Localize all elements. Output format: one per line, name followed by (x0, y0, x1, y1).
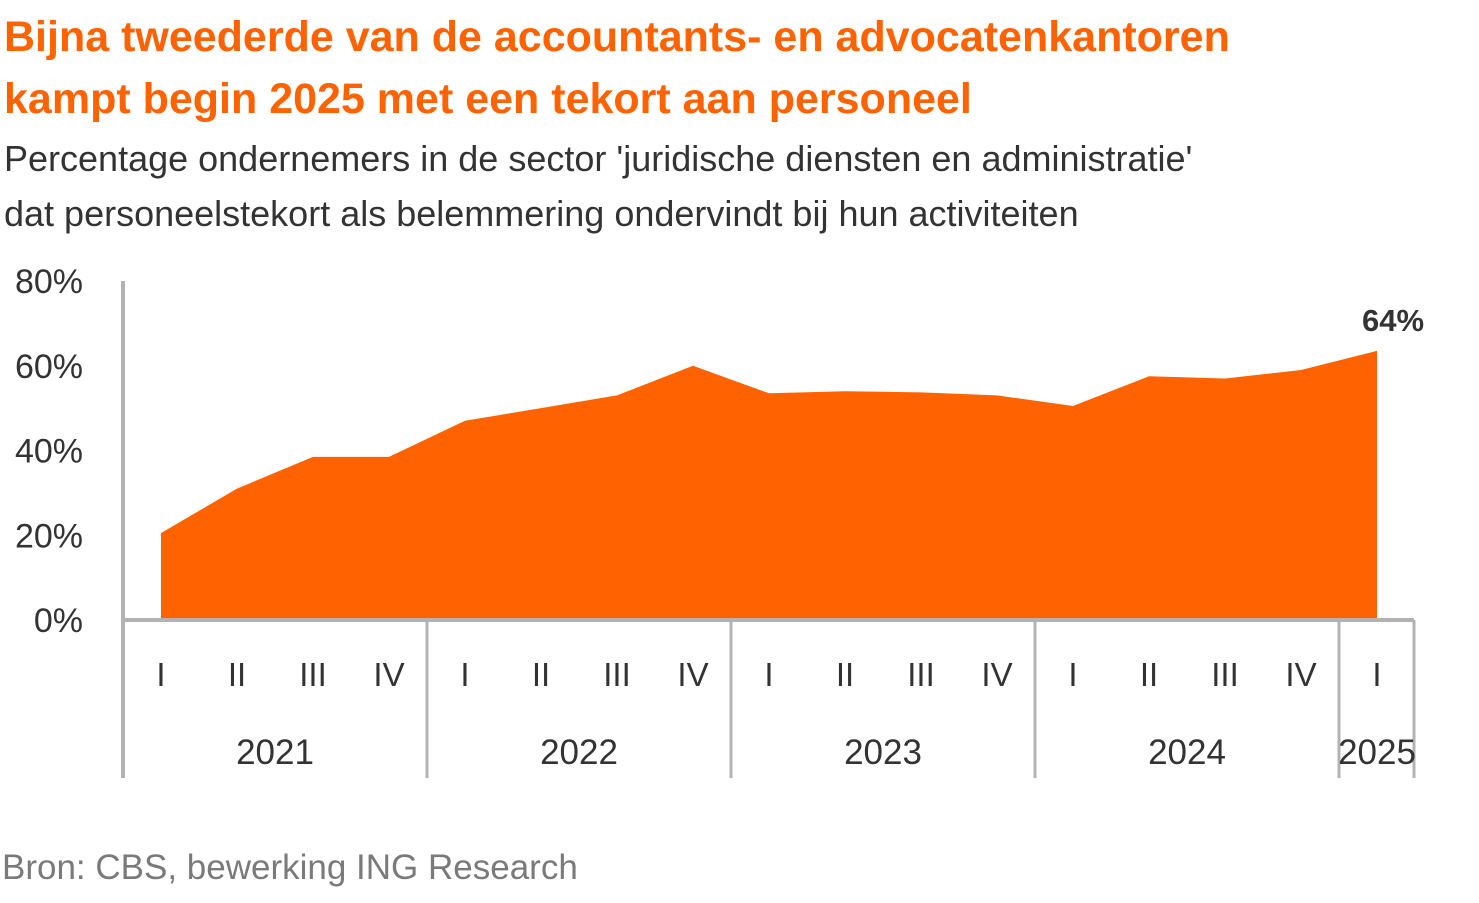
quarter-label: III (1211, 656, 1239, 693)
axes (121, 281, 1416, 778)
year-label: 2021 (236, 733, 314, 772)
year-label: 2023 (844, 733, 922, 772)
quarter-label: IV (373, 656, 404, 693)
x-axis-quarter-labels: I II III IV I II III IV I II III IV I II III IV I (156, 656, 1381, 693)
y-tick-label: 80% (15, 263, 83, 301)
quarter-label: I (1068, 656, 1077, 693)
x-axis-year-labels: 2021 2022 2023 2024 2025 (236, 733, 1416, 772)
year-label: 2022 (540, 733, 618, 772)
chart-title-line-2: kampt begin 2025 met een tekort aan pers… (4, 75, 972, 123)
chart-title-line-1: Bijna tweederde van de accountants- en a… (4, 13, 1230, 61)
quarter-label: II (228, 656, 246, 693)
y-tick-label: 60% (15, 348, 83, 386)
quarter-label: I (1372, 656, 1381, 693)
chart-subtitle: Percentage ondernemers in de sector 'jur… (4, 131, 1474, 241)
area-layer (161, 350, 1377, 620)
quarter-label: I (764, 656, 773, 693)
chart-subtitle-line-1: Percentage ondernemers in de sector 'jur… (4, 138, 1193, 179)
area-series (161, 350, 1377, 620)
quarter-label: II (836, 656, 854, 693)
chart-subtitle-line-2: dat personeelstekort als belemmering ond… (4, 193, 1079, 234)
y-axis-ticks: 0% 20% 40% 60% 80% (15, 263, 83, 640)
source-note: Bron: CBS, bewerking ING Research (2, 848, 578, 887)
y-tick-label: 40% (15, 433, 83, 471)
y-tick-label: 0% (34, 602, 83, 640)
chart-title: Bijna tweederde van de accountants- en a… (4, 6, 1474, 130)
annotations: 64% (1362, 303, 1424, 338)
quarter-label: I (156, 656, 165, 693)
quarter-label: III (603, 656, 631, 693)
quarter-label: II (1140, 656, 1158, 693)
y-tick-label: 20% (15, 517, 83, 555)
quarter-label: I (460, 656, 469, 693)
quarter-label: III (907, 656, 935, 693)
quarter-label: IV (981, 656, 1012, 693)
year-label: 2024 (1148, 733, 1226, 772)
quarter-label: II (532, 656, 550, 693)
year-label: 2025 (1338, 733, 1416, 772)
quarter-label: IV (677, 656, 708, 693)
quarter-label: IV (1285, 656, 1316, 693)
last-value-label: 64% (1362, 303, 1424, 338)
quarter-label: III (299, 656, 327, 693)
